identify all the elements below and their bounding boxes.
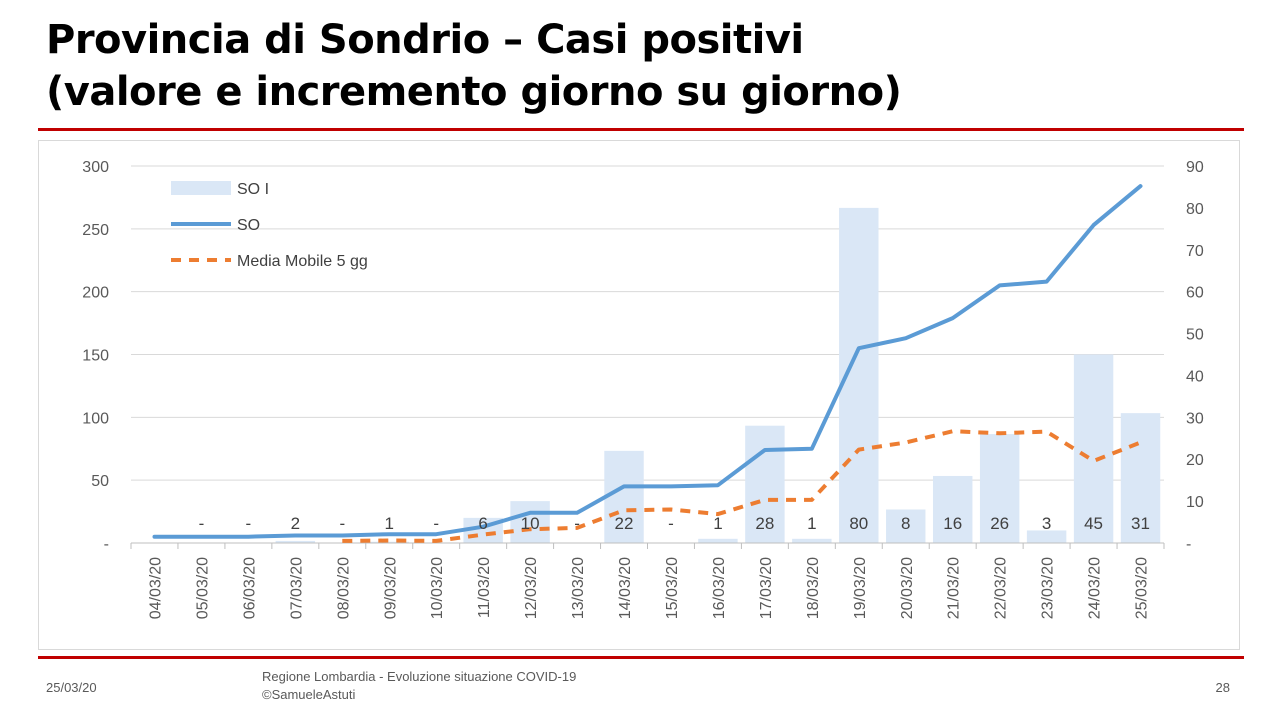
bar (932, 475, 973, 543)
x-tick-label: 24/03/20 (1087, 557, 1104, 619)
legend-label: SO (237, 217, 260, 234)
title-divider (38, 128, 1244, 131)
cases-chart: - 50 100 150 200 250 300 - 10 20 30 40 50 60 70 80 90 04/… (82, 159, 1204, 619)
bar (1120, 413, 1161, 543)
bar-data-label: - (433, 514, 439, 533)
bar-data-label: 31 (1131, 514, 1150, 533)
bar-data-label: 28 (755, 514, 774, 533)
bar-data-label: 16 (943, 514, 962, 533)
y-left-tick-label: 50 (91, 473, 109, 490)
y-right-tick-label: 10 (1186, 494, 1204, 511)
bar-data-label: 26 (990, 514, 1009, 533)
bar (275, 540, 316, 543)
page-number: 28 (1215, 680, 1230, 695)
bar (1026, 530, 1067, 543)
x-tick-label: 18/03/20 (805, 557, 822, 619)
y-right-tick-label: 90 (1186, 159, 1204, 176)
cases-line (152, 184, 1143, 539)
x-tick-label: 17/03/20 (758, 557, 775, 619)
x-tick-label: 05/03/20 (194, 557, 211, 619)
bar (792, 538, 832, 543)
x-tick-label: 11/03/20 (476, 557, 493, 618)
bar-data-label: - (668, 514, 674, 533)
footer-source: Regione Lombardia - Evoluzione situazion… (262, 668, 576, 704)
y-left-tick-label: 300 (82, 159, 109, 176)
bar (745, 425, 785, 543)
bar (1073, 354, 1114, 543)
bar (369, 541, 409, 543)
y-left-tick-label: 200 (82, 285, 109, 302)
bar-data-label: - (339, 514, 345, 533)
y-right-tick-label: 70 (1186, 243, 1204, 260)
x-tick-label: 16/03/20 (711, 557, 728, 619)
bar-data-label: 10 (521, 514, 540, 533)
bar-data-label: 22 (615, 514, 634, 533)
bar-data-label: - (246, 514, 252, 533)
bar (698, 538, 738, 543)
bar-data-label: 6 (478, 514, 487, 533)
footer-date: 25/03/20 (46, 680, 97, 695)
slide-title: Provincia di Sondrio – Casi positivi (va… (46, 14, 902, 118)
y-right-tick-label: 80 (1186, 201, 1204, 218)
legend-label: Media Mobile 5 gg (237, 253, 368, 270)
y-right-tick-label: 60 (1186, 285, 1204, 302)
y-right-tick-label: 20 (1186, 452, 1204, 469)
y-right-tick-label: - (1186, 536, 1191, 553)
y-right-tick-label: 30 (1186, 410, 1204, 427)
bar-data-label: 80 (849, 514, 868, 533)
bar (979, 434, 1020, 543)
x-tick-label: 25/03/20 (1134, 557, 1151, 619)
x-tick-label: 09/03/20 (382, 557, 399, 619)
y-left-tick-label: 250 (82, 222, 109, 239)
y-left-tick-label: 100 (82, 410, 109, 427)
y-right-tick-label: 40 (1186, 368, 1204, 385)
bar-data-label: 45 (1084, 514, 1103, 533)
y-left-tick-label: 150 (82, 348, 109, 365)
bar-data-label: 1 (385, 514, 394, 533)
x-tick-label: 20/03/20 (899, 557, 916, 619)
x-tick-label: 06/03/20 (241, 557, 258, 619)
x-tick-label: 21/03/20 (946, 557, 963, 619)
bar-data-label: 8 (901, 514, 910, 533)
legend-label: SO I (237, 181, 269, 198)
footer-divider (38, 656, 1244, 659)
bar-data-label: 1 (807, 514, 816, 533)
x-tick-label: 04/03/20 (147, 557, 164, 619)
x-tick-label: 08/03/20 (335, 557, 352, 619)
x-tick-label: 07/03/20 (288, 557, 305, 619)
x-tick-label: 22/03/20 (993, 557, 1010, 619)
x-tick-label: 10/03/20 (429, 557, 446, 619)
x-tick-label: 12/03/20 (523, 557, 540, 619)
legend-swatch (171, 181, 231, 195)
bar (886, 509, 926, 543)
x-tick-label: 19/03/20 (852, 557, 869, 619)
chart-frame: - 50 100 150 200 250 300 - 10 20 30 40 50 60 70 80 90 04/… (38, 140, 1240, 650)
bar-data-label: - (199, 514, 205, 533)
moving-average-line (342, 429, 1142, 543)
x-tick-label: 15/03/20 (664, 557, 681, 619)
x-tick-label: 23/03/20 (1040, 557, 1057, 619)
slide-title-line1: Provincia di Sondrio – Casi positivi (46, 17, 804, 63)
x-tick-label: 13/03/20 (570, 557, 587, 619)
bar (510, 501, 550, 543)
bar-data-label: 1 (713, 514, 722, 533)
y-right-tick-label: 50 (1186, 327, 1204, 344)
bar (604, 450, 644, 543)
bar-data-label: 2 (291, 514, 300, 533)
bar-data-label: - (574, 514, 580, 533)
footer-source-line1: Regione Lombardia - Evoluzione situazion… (262, 669, 577, 684)
bar-data-label: 3 (1042, 514, 1051, 533)
y-left-tick-label: - (104, 536, 109, 553)
footer-source-line2: ©SamueleAstuti (262, 687, 356, 702)
slide-title-line2: (valore e incremento giorno su giorno) (46, 69, 902, 115)
x-tick-label: 14/03/20 (617, 557, 634, 619)
